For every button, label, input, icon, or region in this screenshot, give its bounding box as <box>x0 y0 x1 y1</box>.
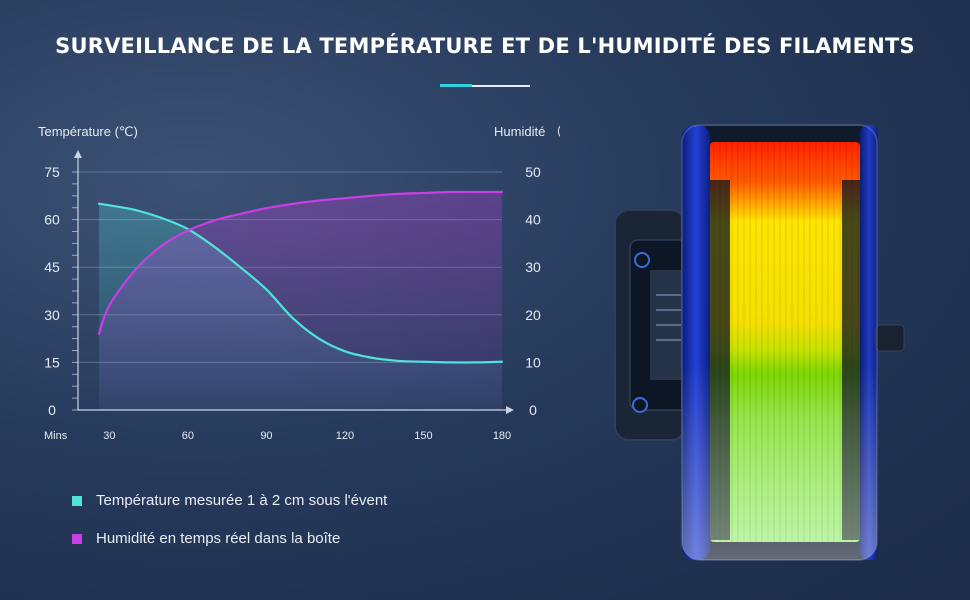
y-left-axis-title: Température (℃) <box>38 124 138 139</box>
x-axis-arrow <box>506 406 514 414</box>
y-right-tick-label: 0 <box>529 402 537 418</box>
axis-labels: 0 0 15 10 30 20 45 30 60 40 75 50 Température (℃) Hum… <box>38 124 560 442</box>
y-right-axis-title: Humidité （%） <box>494 124 560 139</box>
legend-label-temperature: Température mesurée 1 à 2 cm sous l'éven… <box>96 492 388 509</box>
y-right-tick-label: 20 <box>525 307 541 323</box>
legend-label-humidity: Humidité en temps réel dans la boîte <box>96 530 341 547</box>
x-tick-label: 30 <box>103 430 115 442</box>
x-axis-title: Mins <box>44 430 68 442</box>
y-left-tick-label: 75 <box>44 164 60 180</box>
humidity-area <box>98 191 503 410</box>
y-right-tick-label: 30 <box>525 259 541 275</box>
y-left-tick-label: 15 <box>44 354 60 370</box>
y-left-tick-label: 45 <box>44 259 60 275</box>
x-tick-label: 180 <box>493 430 511 442</box>
y-right-tick-label: 50 <box>525 164 541 180</box>
y-left-tick-label: 60 <box>44 212 60 228</box>
spool-product-image <box>614 124 905 561</box>
legend-swatch-temperature <box>72 495 82 506</box>
title-underline-line <box>472 85 530 87</box>
dual-axis-line-chart: 0 0 15 10 30 20 45 30 60 40 75 50 Température (℃) Hum… <box>38 124 560 442</box>
title-underline-accent <box>440 84 472 87</box>
legend-item-temperature: Température mesurée 1 à 2 cm sous l'éven… <box>72 492 387 509</box>
x-tick-label: 120 <box>336 430 354 442</box>
axes <box>72 150 514 414</box>
y-left-tick-label: 0 <box>48 402 56 418</box>
y-right-tick-label: 10 <box>525 354 541 370</box>
x-tick-label: 90 <box>260 430 272 442</box>
series-lines <box>97 190 504 364</box>
y-left-tick-label: 30 <box>44 307 60 323</box>
area-fills <box>98 191 503 410</box>
y-right-tick-label: 40 <box>525 212 541 228</box>
y-axis-arrow <box>74 150 82 158</box>
page-title: SURVEILLANCE DE LA TEMPÉRATURE ET DE L'H… <box>55 34 915 58</box>
title-underline <box>440 84 530 87</box>
x-tick-label: 150 <box>414 430 432 442</box>
legend-swatch-humidity <box>72 533 82 544</box>
legend-item-humidity: Humidité en temps réel dans la boîte <box>72 530 340 547</box>
x-tick-label: 60 <box>182 430 194 442</box>
